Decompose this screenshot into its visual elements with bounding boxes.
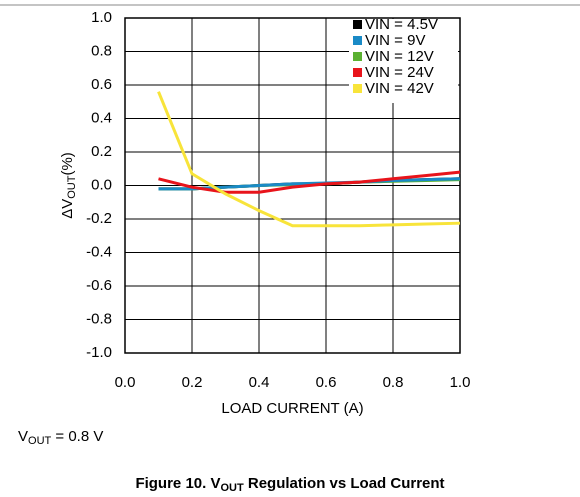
x-tick-label: 0.2 bbox=[182, 374, 203, 391]
legend-box bbox=[349, 19, 458, 103]
x-tick-label: 0.0 bbox=[115, 374, 136, 391]
annotation-part: = 0.8 V bbox=[51, 428, 103, 445]
y-tick-label: 0.4 bbox=[91, 109, 112, 126]
legend-swatch bbox=[353, 20, 362, 29]
chart-title: Figure 10. VOUT Regulation vs Load Curre… bbox=[135, 475, 444, 494]
y-tick-label: 1.0 bbox=[91, 9, 112, 26]
y-tick-label: -0.2 bbox=[86, 210, 112, 227]
legend-swatch bbox=[353, 52, 362, 61]
x-tick-label: 1.0 bbox=[450, 374, 471, 391]
series-line bbox=[157, 91, 461, 228]
y-axis-label-part: ΔV bbox=[59, 199, 76, 219]
y-tick-label: 0.6 bbox=[91, 76, 112, 93]
x-tick-label: 0.6 bbox=[316, 374, 337, 391]
chart-title-part: OUT bbox=[220, 482, 244, 494]
plot-border bbox=[124, 17, 461, 354]
x-tick-label: 0.8 bbox=[383, 374, 404, 391]
y-tick-label: -0.4 bbox=[86, 243, 112, 260]
y-tick-label: 0.0 bbox=[91, 176, 112, 193]
annotation-part: OUT bbox=[28, 435, 52, 447]
y-axis-label-part: (%) bbox=[59, 152, 76, 175]
annotation: VOUT = 0.8 V bbox=[18, 428, 103, 447]
chart-title-part: Figure 10. V bbox=[135, 475, 220, 492]
series-line bbox=[158, 177, 461, 191]
series-line bbox=[158, 170, 461, 194]
legend-label: VIN = 4.5V bbox=[365, 16, 438, 33]
legend-label: VIN = 24V bbox=[365, 64, 434, 81]
legend-label: VIN = 9V bbox=[365, 32, 425, 49]
y-tick-label: -0.6 bbox=[86, 277, 112, 294]
annotation-part: V bbox=[18, 428, 28, 445]
y-tick-label: -1.0 bbox=[86, 344, 112, 361]
legend-label: VIN = 42V bbox=[365, 80, 434, 97]
legend-label: VIN = 12V bbox=[365, 48, 434, 65]
legend-swatch bbox=[353, 36, 362, 45]
y-tick-label: 0.2 bbox=[91, 143, 112, 160]
y-axis-label: ΔVOUT(%) bbox=[59, 152, 78, 219]
legend-swatch bbox=[353, 68, 362, 77]
y-axis-label-part: OUT bbox=[66, 175, 78, 199]
y-tick-label: -0.8 bbox=[86, 310, 112, 327]
x-tick-label: 0.4 bbox=[249, 374, 270, 391]
y-tick-label: 0.8 bbox=[91, 42, 112, 59]
legend-swatch bbox=[353, 84, 362, 93]
chart-title-part: Regulation vs Load Current bbox=[244, 475, 445, 492]
x-axis-label: LOAD CURRENT (A) bbox=[221, 400, 363, 417]
